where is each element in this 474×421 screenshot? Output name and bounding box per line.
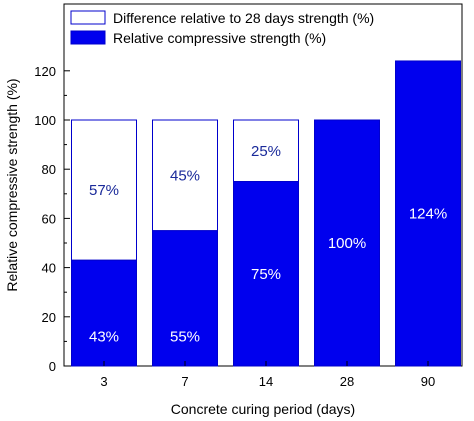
data-label-relative-90: 124% — [409, 205, 447, 222]
data-label-relative-7: 55% — [170, 328, 200, 345]
y-tick-label-40: 40 — [42, 261, 56, 276]
x-tick-label-14: 14 — [259, 374, 273, 389]
bar-difference-7 — [152, 119, 218, 232]
bar-difference-14 — [233, 119, 299, 182]
y-axis-title: Relative compressive strength (%) — [4, 78, 20, 291]
y-tick-label-0: 0 — [49, 359, 56, 374]
data-label-relative-28: 100% — [328, 235, 366, 252]
data-label-relative-3: 43% — [89, 328, 119, 345]
x-axis-title: Concrete curing period (days) — [171, 401, 355, 417]
y-tick-label-80: 80 — [42, 162, 56, 177]
x-axis: 3 7 14 28 90 — [100, 361, 435, 389]
legend-swatch-relative — [70, 30, 106, 45]
x-tick-label-90: 90 — [421, 374, 435, 389]
data-label-difference-3: 57% — [89, 182, 119, 199]
y-tick-label-100: 100 — [34, 113, 56, 128]
bar-relative-90 — [395, 60, 461, 367]
y-tick-label-20: 20 — [42, 310, 56, 325]
y-axis: 0 20 40 60 80 100 120 — [34, 64, 70, 374]
legend-swatch-difference — [70, 10, 106, 25]
bar-relative-14 — [233, 181, 299, 367]
bar-relative-7 — [152, 230, 218, 367]
data-label-difference-7: 45% — [170, 167, 200, 184]
bar-relative-3 — [71, 259, 137, 367]
data-label-relative-14: 75% — [251, 266, 281, 283]
y-tick-label-120: 120 — [34, 64, 56, 79]
y-tick-label-60: 60 — [42, 211, 56, 226]
x-tick-label-28: 28 — [340, 374, 354, 389]
x-tick-label-3: 3 — [100, 374, 107, 389]
legend-label-difference: Difference relative to 28 days strength … — [113, 10, 374, 26]
data-label-difference-14: 25% — [251, 143, 281, 160]
x-tick-label-7: 7 — [181, 374, 188, 389]
bars-layer: 57% 43% 45% 55% 25% 75% 100% 124% — [71, 60, 461, 367]
legend: Difference relative to 28 days strength … — [70, 10, 374, 46]
legend-label-relative: Relative compressive strength (%) — [113, 30, 326, 46]
